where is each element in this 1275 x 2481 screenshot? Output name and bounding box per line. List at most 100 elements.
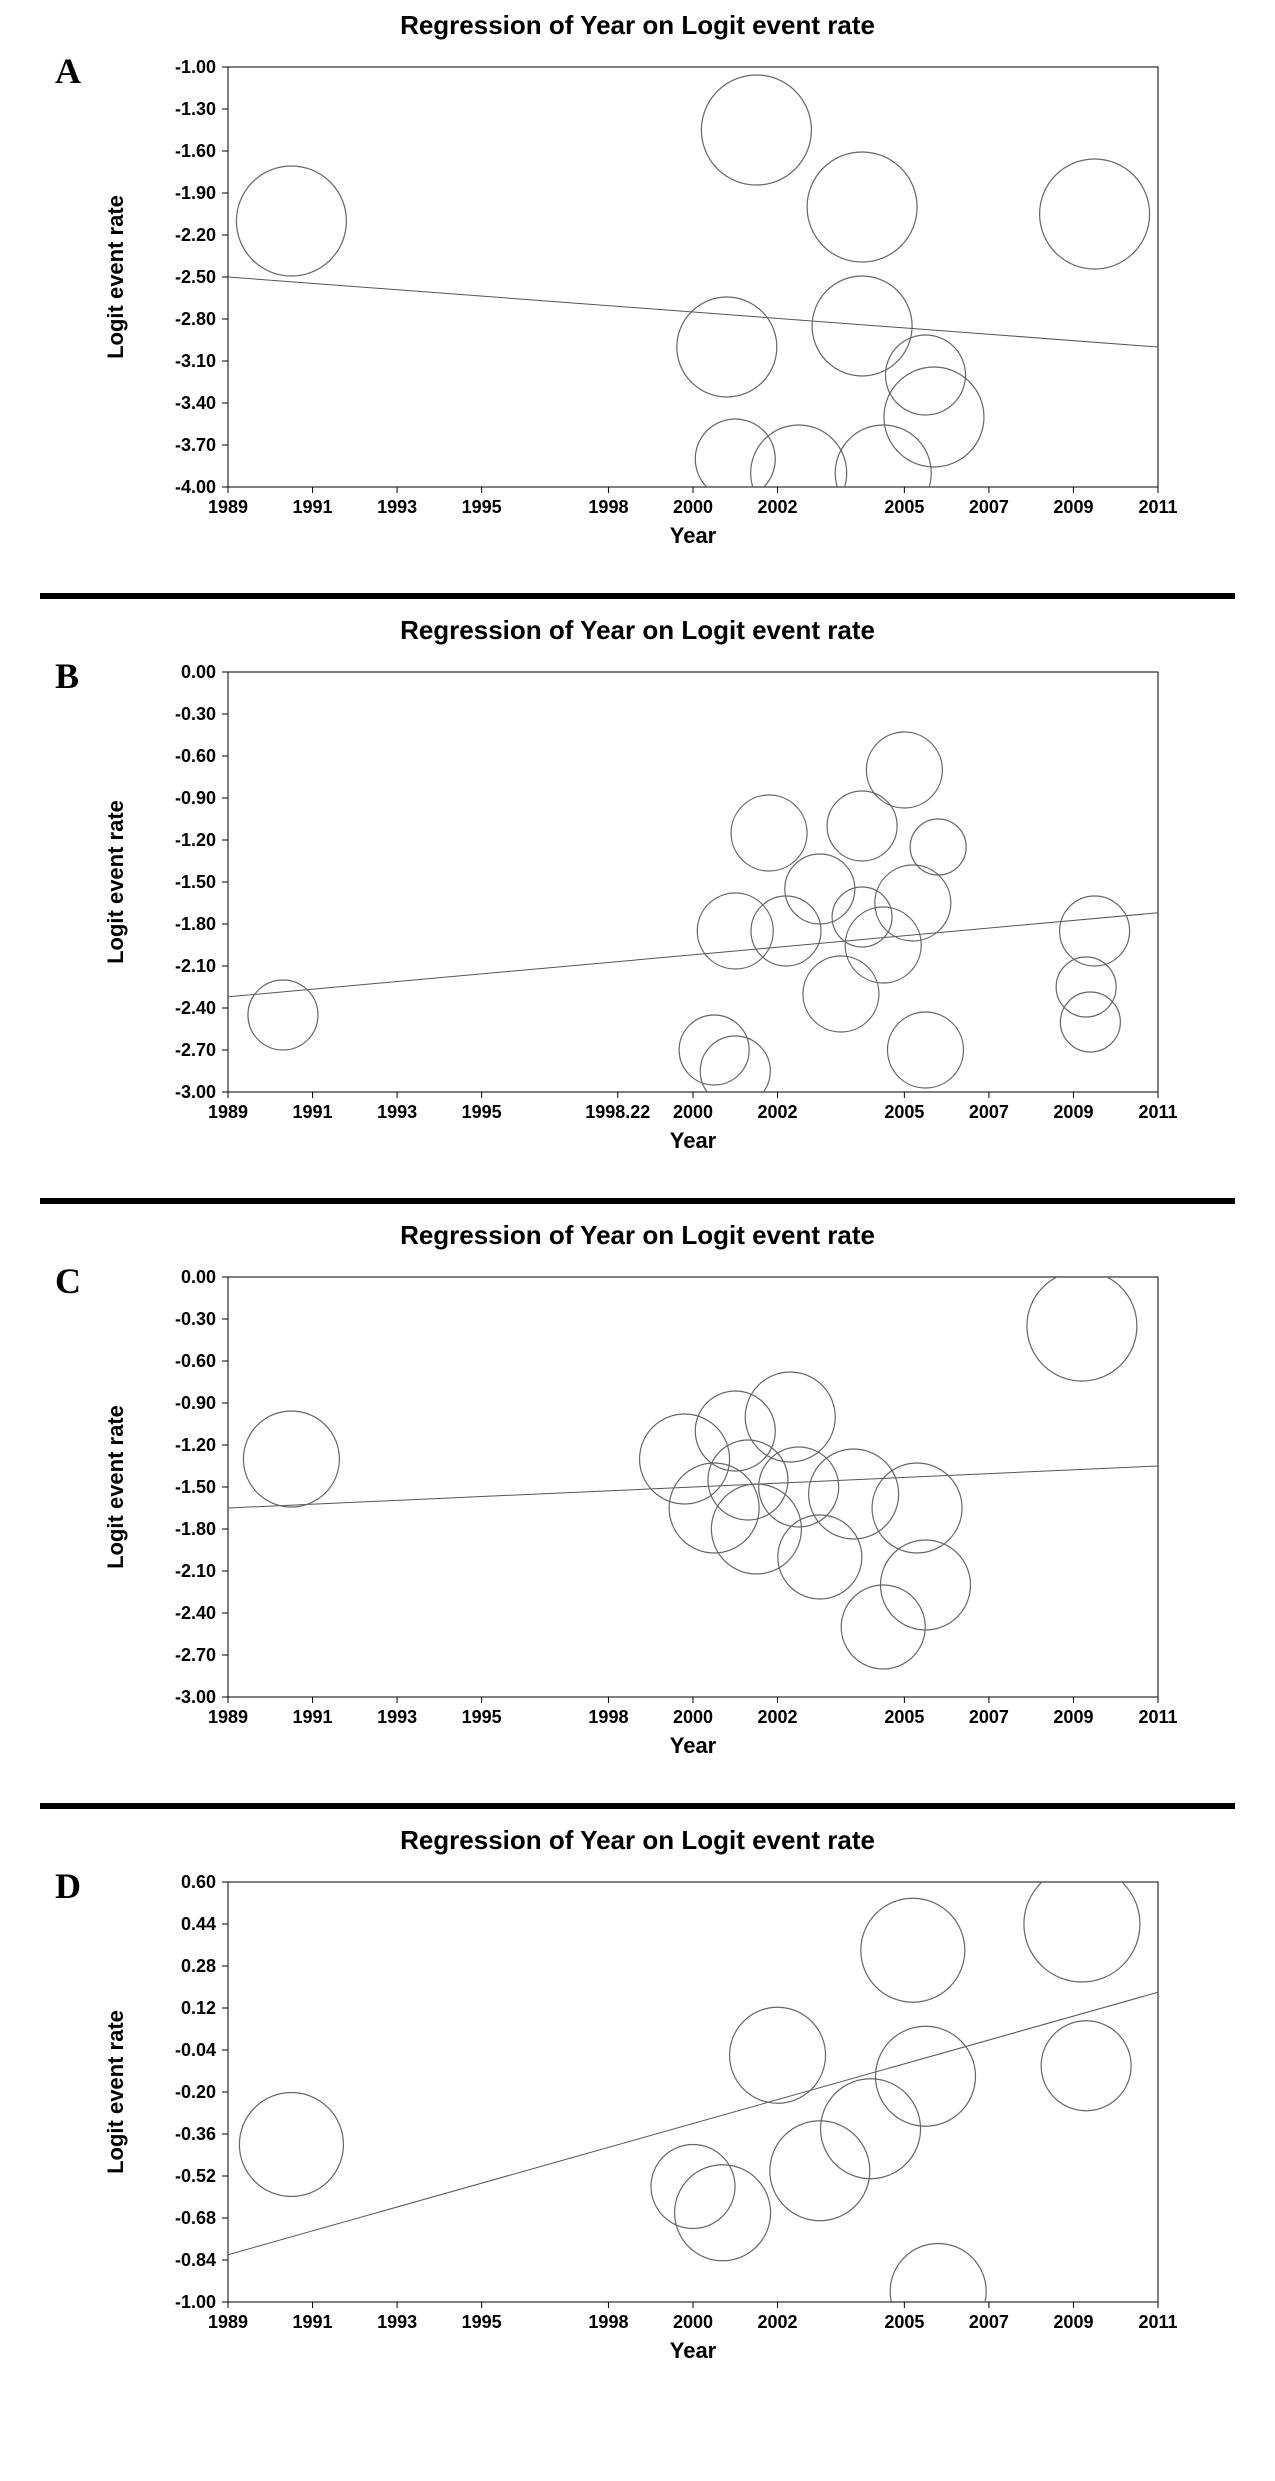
x-tick-label: 2007 xyxy=(968,1707,1008,1727)
bubble-marker xyxy=(701,75,811,185)
y-tick-label: -0.84 xyxy=(174,2250,215,2270)
y-tick-label: -2.50 xyxy=(174,267,215,287)
x-axis-label: Year xyxy=(669,2338,716,2363)
y-tick-label: -2.40 xyxy=(174,1603,215,1623)
bubble-marker xyxy=(695,1391,775,1471)
y-tick-label: -0.60 xyxy=(174,1351,215,1371)
y-tick-label: -4.00 xyxy=(174,477,215,497)
bubble-marker xyxy=(875,2026,975,2126)
bubble-marker xyxy=(729,2007,825,2103)
x-tick-label: 1998 xyxy=(588,2312,628,2332)
y-tick-label: -2.70 xyxy=(174,1645,215,1665)
regression-line xyxy=(228,277,1158,347)
bubble-marker xyxy=(860,1898,964,2002)
y-tick-label: -1.80 xyxy=(174,1519,215,1539)
y-tick-label: -0.52 xyxy=(174,2166,215,2186)
panel-d: DRegression of Year on Logit event rate0… xyxy=(0,1815,1275,2402)
bubble-marker xyxy=(784,854,854,924)
chart-title: Regression of Year on Logit event rate xyxy=(40,10,1235,41)
y-tick-label: -0.90 xyxy=(174,1393,215,1413)
bubble-marker xyxy=(707,1440,787,1520)
panel-c: CRegression of Year on Logit event rate0… xyxy=(0,1210,1275,1797)
figure-root: A Regression of Year on Logit event rate -… xyxy=(0,0,1275,2402)
x-tick-label: 1995 xyxy=(461,1707,501,1727)
bubble-marker xyxy=(812,276,912,376)
y-tick-label: 0.44 xyxy=(180,1914,215,1934)
y-tick-label: -1.50 xyxy=(174,872,215,892)
y-tick-label: -2.40 xyxy=(174,998,215,1018)
panel-divider xyxy=(40,1803,1235,1809)
x-tick-label: 1995 xyxy=(461,497,501,517)
bubble-marker xyxy=(751,896,821,966)
bubble-marker xyxy=(845,907,921,983)
x-tick-label: 2009 xyxy=(1053,1102,1093,1122)
y-tick-label: -0.04 xyxy=(174,2040,215,2060)
y-tick-label: -0.90 xyxy=(174,788,215,808)
y-tick-label: -1.30 xyxy=(174,99,215,119)
y-tick-label: -3.70 xyxy=(174,435,215,455)
bubble-marker xyxy=(841,1585,925,1669)
regression-line xyxy=(228,913,1158,997)
panel-label: B xyxy=(55,655,79,697)
plot-area xyxy=(228,732,1158,1106)
bubble-marker xyxy=(887,1012,963,1088)
x-tick-label: 2011 xyxy=(1138,1102,1177,1122)
y-tick-label: -0.36 xyxy=(174,2124,215,2144)
x-axis-label: Year xyxy=(669,523,716,548)
x-tick-label: 2009 xyxy=(1053,1707,1093,1727)
x-tick-label: 1998 xyxy=(588,497,628,517)
x-tick-label: 2000 xyxy=(672,2312,712,2332)
bubble-marker xyxy=(236,166,346,276)
y-tick-label: -0.68 xyxy=(174,2208,215,2228)
x-tick-label: 1991 xyxy=(292,1102,332,1122)
bubble-marker xyxy=(239,2093,343,2197)
y-tick-label: -1.50 xyxy=(174,1477,215,1497)
x-tick-label: 1991 xyxy=(292,1707,332,1727)
y-tick-label: 0.00 xyxy=(180,662,215,682)
bubble-marker xyxy=(880,1540,970,1630)
chart-title: Regression of Year on Logit event rate xyxy=(40,615,1235,646)
x-axis-label: Year xyxy=(669,1733,716,1758)
bubble-marker xyxy=(243,1411,339,1507)
y-tick-label: 0.12 xyxy=(180,1998,215,2018)
panel-label: C xyxy=(55,1260,81,1302)
x-tick-label: 2011 xyxy=(1138,2312,1177,2332)
x-tick-label: 2005 xyxy=(884,2312,924,2332)
bubble-marker xyxy=(802,956,878,1032)
regression-line xyxy=(228,1992,1158,2255)
x-tick-label: 1989 xyxy=(207,2312,247,2332)
y-axis-label: Logit event rate xyxy=(103,1405,128,1569)
x-tick-label: 1991 xyxy=(292,2312,332,2332)
bubble-marker xyxy=(866,732,942,808)
x-tick-label: 2011 xyxy=(1138,1707,1177,1727)
x-tick-label: 2000 xyxy=(672,497,712,517)
plot-area xyxy=(228,1866,1158,2340)
plot-area xyxy=(228,75,1158,521)
x-tick-label: 2002 xyxy=(757,2312,797,2332)
chart-svg: 0.600.440.280.12-0.04-0.20-0.36-0.52-0.6… xyxy=(78,1862,1198,2392)
y-tick-label: -1.90 xyxy=(174,183,215,203)
y-tick-label: 0.28 xyxy=(180,1956,215,1976)
y-tick-label: -2.10 xyxy=(174,956,215,976)
x-tick-label: 1998 xyxy=(588,1707,628,1727)
y-tick-label: 0.60 xyxy=(180,1872,215,1892)
x-tick-label: 1998.22 xyxy=(585,1102,650,1122)
x-tick-label: 2002 xyxy=(757,1102,797,1122)
x-tick-label: 2009 xyxy=(1053,497,1093,517)
panel-label: A xyxy=(55,50,81,92)
x-tick-label: 1995 xyxy=(461,2312,501,2332)
bubble-marker xyxy=(676,297,776,397)
regression-line xyxy=(228,1466,1158,1508)
bubble-marker xyxy=(1056,957,1116,1017)
bubble-marker xyxy=(1060,992,1120,1052)
y-tick-label: -2.20 xyxy=(174,225,215,245)
bubble-marker xyxy=(777,1515,861,1599)
bubble-marker xyxy=(827,791,897,861)
x-tick-label: 1991 xyxy=(292,497,332,517)
y-tick-label: -1.00 xyxy=(174,2292,215,2312)
y-tick-label: -0.30 xyxy=(174,1309,215,1329)
bubble-marker xyxy=(679,1015,749,1085)
x-tick-label: 1989 xyxy=(207,1102,247,1122)
y-tick-label: -3.00 xyxy=(174,1687,215,1707)
x-tick-label: 2000 xyxy=(672,1102,712,1122)
